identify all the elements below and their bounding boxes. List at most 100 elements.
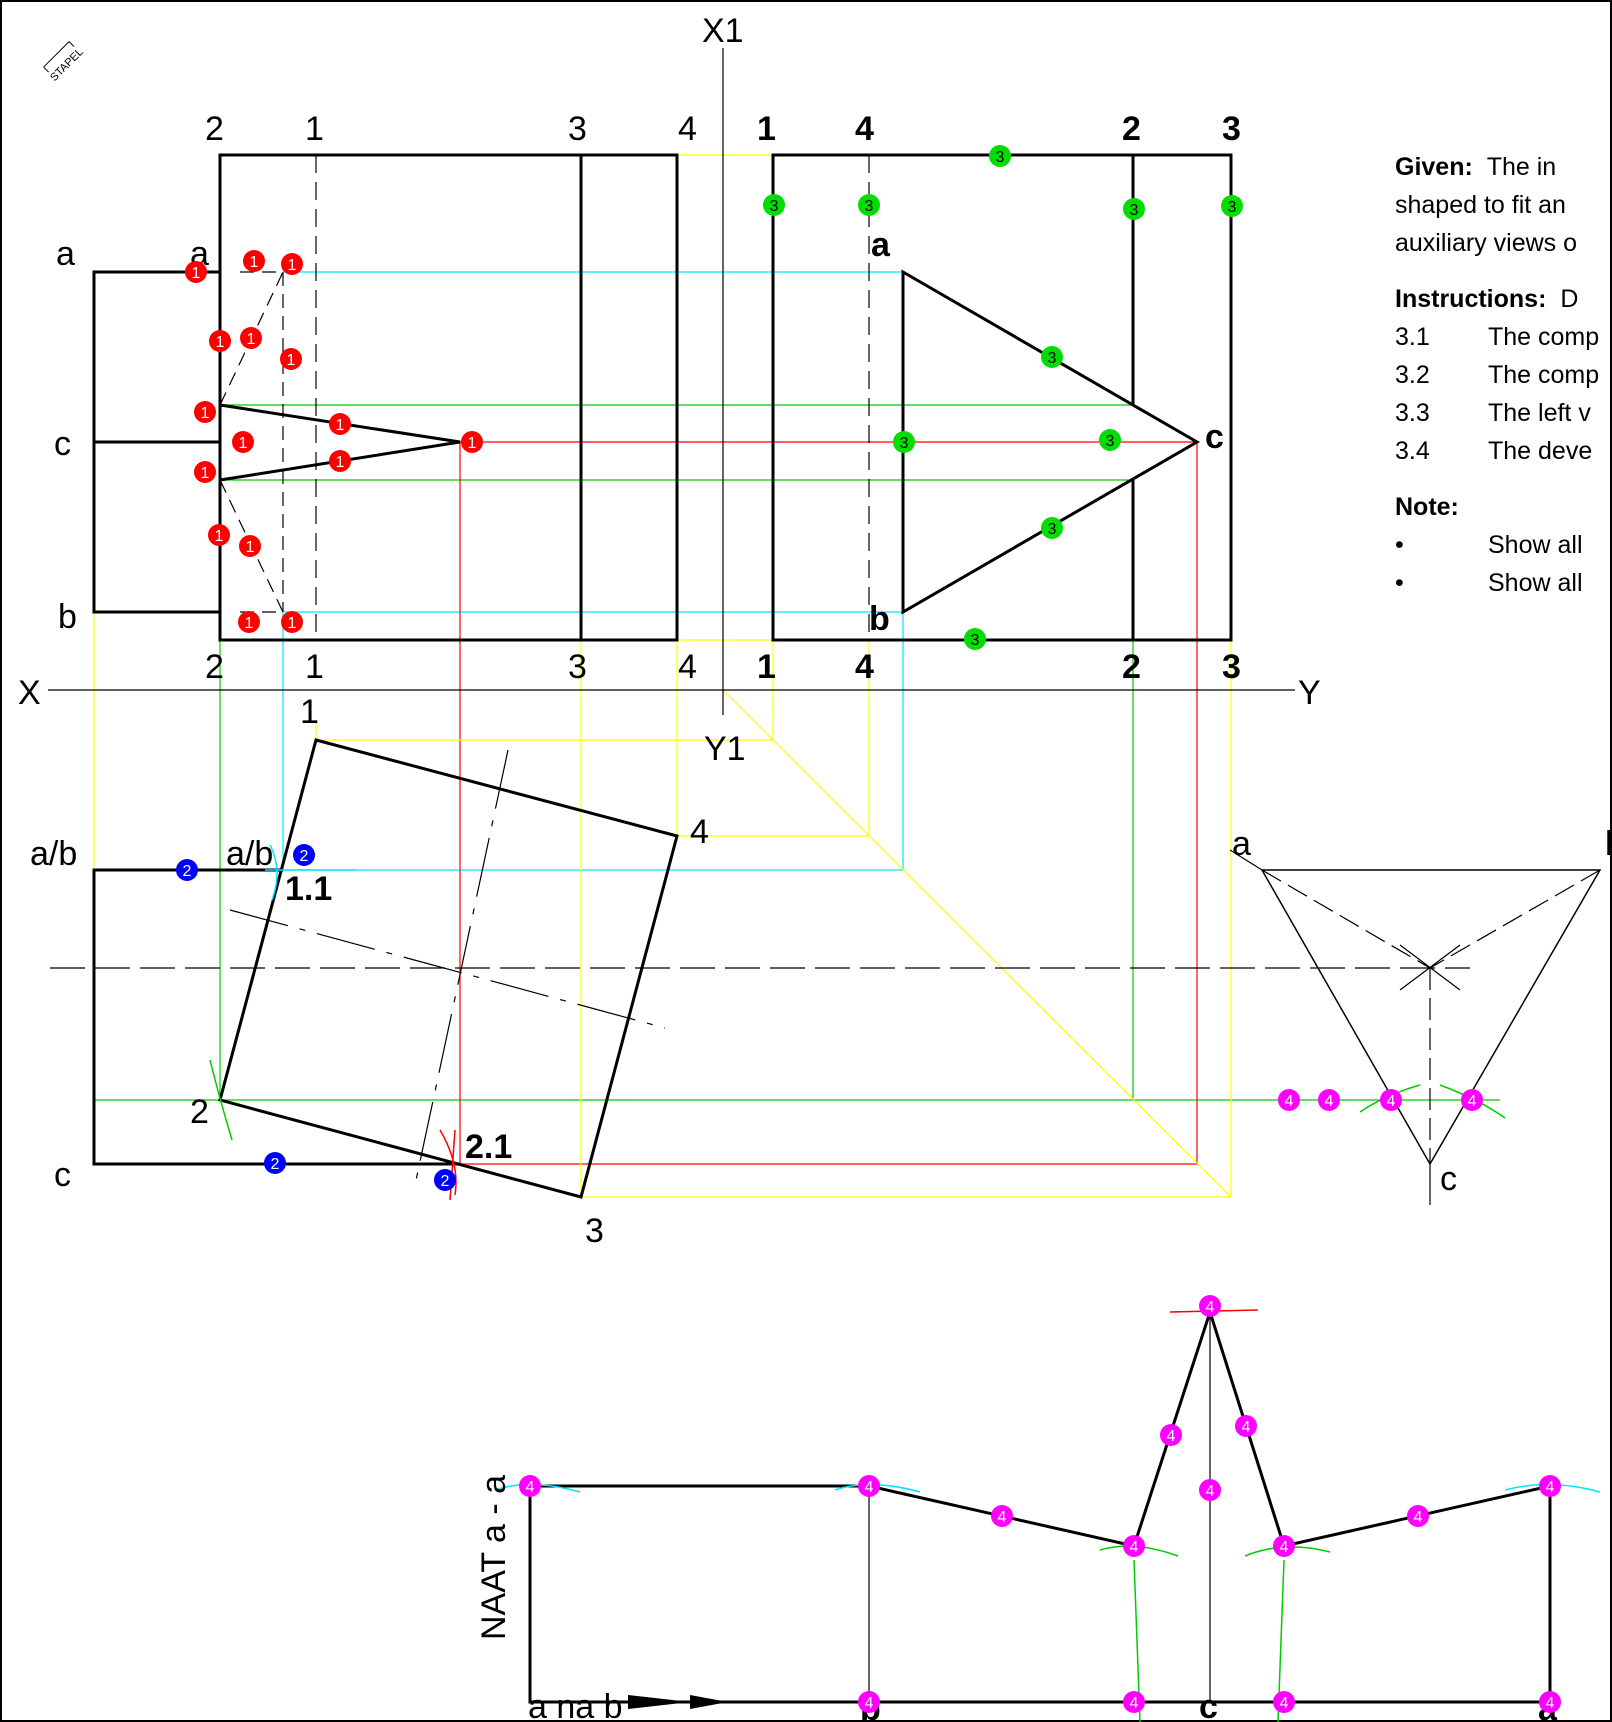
svg-text:3: 3: [1228, 199, 1237, 216]
front-view-top-numbers: 2 1 3 4: [205, 110, 697, 148]
instruction-item: 3.1 The comp: [1395, 323, 1600, 351]
svg-text:1: 1: [336, 417, 345, 434]
sv-bot-4: 4: [855, 648, 874, 686]
svg-text:4: 4: [1242, 1419, 1251, 1436]
blue-step-marker: 2: [293, 844, 315, 866]
magenta-step-marker: 4: [858, 1475, 880, 1497]
fv-top-2: 2: [205, 110, 224, 148]
blue-step-marker: 2: [434, 1169, 456, 1191]
given-text-3: auxiliary views o: [1395, 229, 1578, 257]
magenta-step-marker: 4: [1318, 1089, 1340, 1111]
svg-text:3: 3: [770, 198, 779, 215]
tri-label-a: a: [1232, 825, 1251, 863]
magenta-step-marker: 4: [1199, 1295, 1221, 1317]
green-step-marker: 3: [1099, 429, 1121, 451]
svg-text:4: 4: [1285, 1093, 1294, 1110]
magenta-step-marker: 4: [1123, 1691, 1145, 1713]
fv-top-3: 3: [568, 110, 587, 148]
red-step-marker: 1: [461, 431, 483, 453]
svg-text:3: 3: [1130, 202, 1139, 219]
auxiliary-view: [50, 738, 1470, 1199]
axis-y-label: Y: [1298, 674, 1321, 712]
svg-text:2: 2: [300, 848, 309, 865]
aux-num-4: 4: [690, 813, 709, 851]
green-step-marker: 3: [1123, 198, 1145, 220]
instructions-heading: Instructions:: [1395, 285, 1547, 313]
aux-label-ab-inner: a/b: [226, 835, 273, 873]
side-view-bottom-numbers: 1 4 2 3: [757, 648, 1241, 686]
green-step-marker: 3: [964, 628, 986, 650]
red-step-marker: 1: [329, 450, 351, 472]
stamp-text: STAPEL: [48, 46, 86, 84]
svg-text:3: 3: [996, 149, 1005, 166]
svg-text:1: 1: [246, 539, 255, 556]
svg-text:3: 3: [1048, 350, 1057, 367]
aux-num-1: 1: [300, 693, 319, 731]
svg-text:2: 2: [183, 863, 192, 880]
svg-text:4: 4: [1325, 1093, 1334, 1110]
magenta-step-marker: 4: [1273, 1691, 1295, 1713]
svg-text:1: 1: [288, 615, 297, 632]
svg-text:4: 4: [1414, 1509, 1423, 1526]
svg-text:4: 4: [1167, 1428, 1176, 1445]
svg-text:1: 1: [216, 334, 225, 351]
note-item: • Show all: [1395, 569, 1583, 597]
svg-text:4: 4: [1130, 1539, 1139, 1556]
svg-text:1: 1: [336, 454, 345, 471]
magenta-step-marker: 4: [858, 1691, 880, 1713]
seam-label: NAAT a - a: [475, 1475, 513, 1640]
aux-arcs: [209, 844, 457, 1201]
sv-label-a: a: [871, 226, 891, 264]
sv-label-b: b: [869, 600, 890, 638]
magenta-step-marker: 4: [1407, 1505, 1429, 1527]
magenta-step-marker: 4: [1273, 1535, 1295, 1557]
svg-text:4: 4: [1130, 1695, 1139, 1712]
development: [528, 1307, 1552, 1704]
given-text-1: The in: [1486, 153, 1557, 181]
svg-text:2: 2: [441, 1173, 450, 1190]
sv-top-4: 4: [855, 110, 874, 148]
sv-top-2: 2: [1122, 110, 1141, 148]
dev-label-c: c: [1199, 1688, 1218, 1722]
svg-text:1: 1: [288, 257, 297, 274]
green-step-marker: 3: [1221, 195, 1243, 217]
red-step-marker: 1: [209, 330, 231, 352]
red-step-marker: 1: [240, 327, 262, 349]
given-heading: Given:: [1395, 153, 1473, 181]
svg-text:4: 4: [1206, 1299, 1215, 1316]
magenta-step-marker: 4: [991, 1505, 1013, 1527]
sv-top-3: 3: [1222, 110, 1241, 148]
sv-bot-2: 2: [1122, 648, 1141, 686]
aux-num-3: 3: [585, 1212, 604, 1250]
development-arrow: [628, 1695, 728, 1709]
given-text-2: shaped to fit an: [1395, 191, 1566, 219]
svg-text:4: 4: [865, 1479, 874, 1496]
fv-bot-3: 3: [568, 648, 587, 686]
front-view: [92, 153, 679, 642]
magenta-step-marker: 4: [1199, 1479, 1221, 1501]
fv-label-b: b: [58, 598, 77, 636]
sv-bot-3: 3: [1222, 648, 1241, 686]
fv-bot-4: 4: [678, 648, 697, 686]
front-view-bottom-numbers: 2 1 3 4: [205, 648, 697, 686]
svg-text:4: 4: [1468, 1093, 1477, 1110]
blue-step-marker: 2: [176, 859, 198, 881]
green-step-marker: 3: [763, 194, 785, 216]
svg-text:3: 3: [900, 435, 909, 452]
svg-text:3: 3: [971, 632, 980, 649]
sv-bot-1: 1: [757, 648, 776, 686]
instructions-panel: Given: The in shaped to fit an auxiliary…: [1395, 148, 1612, 602]
svg-text:4: 4: [865, 1695, 874, 1712]
axis-y1-label: Y1: [704, 730, 746, 768]
svg-text:1: 1: [468, 435, 477, 452]
green-step-marker: 3: [1041, 517, 1063, 539]
sv-top-1: 1: [757, 110, 776, 148]
magenta-step-marker: 4: [519, 1475, 541, 1497]
note-item: • Show all: [1395, 531, 1583, 559]
svg-text:1: 1: [239, 435, 248, 452]
magenta-step-marker: 4: [1380, 1089, 1402, 1111]
svg-text:1: 1: [287, 352, 296, 369]
svg-text:4: 4: [1546, 1695, 1555, 1712]
red-step-marker: 1: [238, 611, 260, 633]
